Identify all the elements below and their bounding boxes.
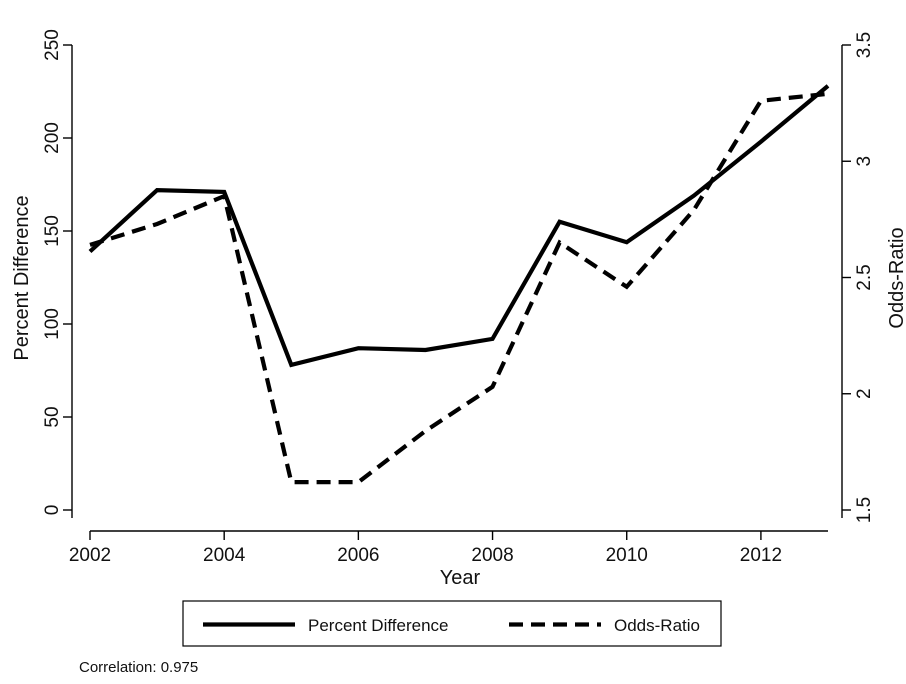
data-point-percent-difference	[356, 346, 360, 350]
x-tick-label: 2006	[337, 545, 379, 566]
x-axis-title: Year	[440, 567, 481, 589]
right-y-tick-label: 2.5	[854, 264, 875, 290]
x-tick-label: 2008	[471, 545, 513, 566]
data-point-odds-ratio	[289, 480, 293, 484]
data-point-percent-difference	[558, 220, 562, 224]
data-point-percent-difference	[289, 363, 293, 367]
data-point-percent-difference	[759, 140, 763, 144]
left-y-tick-label: 200	[42, 122, 63, 154]
series-layer	[88, 84, 830, 485]
data-point-percent-difference	[826, 84, 830, 88]
data-point-percent-difference	[692, 194, 696, 198]
right-axis-title: Odds-Ratio	[886, 227, 906, 328]
data-point-odds-ratio	[155, 222, 159, 226]
right-y-tick-label: 2	[854, 388, 875, 399]
legend-label-odds-ratio: Odds-Ratio	[614, 616, 700, 635]
x-tick-label: 2004	[203, 545, 246, 566]
series-line-percent-difference	[88, 84, 830, 368]
data-point-percent-difference	[88, 249, 92, 253]
data-point-odds-ratio	[222, 194, 226, 198]
correlation-note: Correlation: 0.975	[79, 659, 198, 676]
right-y-tick-label: 1.5	[854, 497, 875, 523]
left-axis-title: Percent Difference	[11, 195, 33, 360]
data-point-percent-difference	[625, 240, 629, 244]
data-point-odds-ratio	[423, 429, 427, 433]
tick-layer: 0 50 100 150 200 250 1.5 2 2.5 3 3.5 2002 2004 2006 20…	[42, 29, 875, 566]
data-point-percent-difference	[491, 337, 495, 341]
left-y-tick-label: 50	[42, 406, 63, 427]
series-line-odds-ratio	[89, 91, 829, 485]
x-tick-label: 2012	[740, 545, 782, 566]
left-y-tick-label: 100	[42, 308, 63, 340]
data-point-odds-ratio	[692, 208, 696, 212]
data-point-percent-difference	[155, 188, 159, 192]
x-tick-label: 2002	[69, 545, 111, 566]
data-point-odds-ratio	[491, 385, 495, 389]
right-y-tick-label: 3	[854, 156, 875, 167]
left-y-tick-label: 150	[42, 215, 63, 247]
right-y-tick-label: 3.5	[854, 32, 875, 58]
data-point-odds-ratio	[625, 285, 629, 289]
data-point-odds-ratio	[759, 99, 763, 103]
data-point-odds-ratio	[558, 241, 562, 245]
left-y-tick-label: 250	[42, 29, 63, 61]
data-point-percent-difference	[423, 348, 427, 352]
data-point-odds-ratio	[356, 480, 360, 484]
x-tick-label: 2010	[606, 545, 648, 566]
legend-label-percent-difference: Percent Difference	[308, 616, 448, 635]
data-point-odds-ratio	[88, 243, 92, 247]
left-y-tick-label: 0	[42, 505, 63, 516]
data-point-odds-ratio	[826, 92, 830, 96]
